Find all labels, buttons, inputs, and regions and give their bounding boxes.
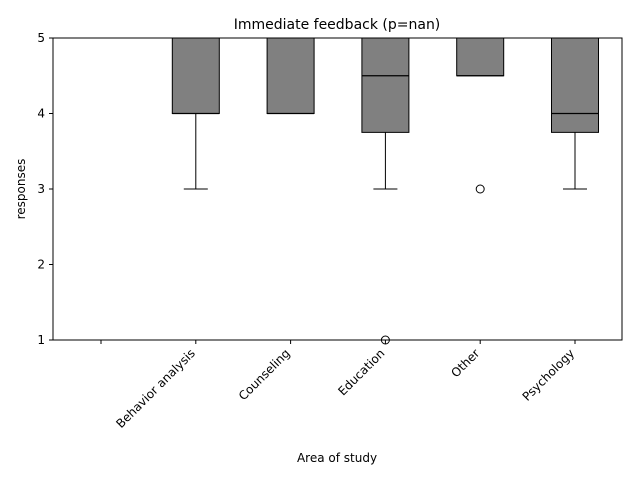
box-behavior-analysis: [171, 37, 220, 190]
x-axis-label: Area of study: [297, 451, 377, 465]
box-iqr: [361, 37, 410, 133]
y-axis-label: responses: [14, 159, 28, 220]
plot-frame: [52, 37, 623, 341]
y-axis: 1 2 3 4 5: [37, 31, 53, 347]
x-axis: Behavior analysis Counseling Education Othe…: [100, 340, 578, 431]
chart-title: Immediate feedback (p=nan): [234, 17, 441, 33]
box-iqr: [456, 37, 505, 77]
y-tick-label: 5: [37, 31, 45, 45]
x-tick-label: Behavior analysis: [113, 346, 198, 431]
box-iqr: [171, 37, 220, 114]
box-iqr: [551, 37, 599, 133]
x-tick-label: Counseling: [236, 346, 293, 403]
y-tick-label: 2: [37, 258, 45, 272]
box-other: [456, 37, 505, 194]
y-tick-label: 3: [37, 182, 45, 196]
outlier-point: [475, 184, 485, 194]
plot-area: [171, 37, 599, 345]
box-education: [361, 37, 410, 345]
x-tick-label: Education: [335, 346, 387, 398]
box-psychology: [551, 37, 599, 190]
box-counseling: [266, 37, 315, 115]
x-tick-label: Other: [448, 346, 482, 380]
y-tick-label: 1: [37, 333, 45, 347]
y-tick-label: 4: [37, 107, 45, 121]
x-tick-label: Psychology: [520, 346, 578, 404]
box-iqr: [266, 37, 315, 114]
